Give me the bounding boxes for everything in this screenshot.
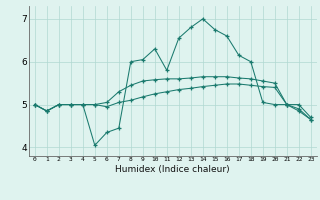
X-axis label: Humidex (Indice chaleur): Humidex (Indice chaleur) xyxy=(116,165,230,174)
